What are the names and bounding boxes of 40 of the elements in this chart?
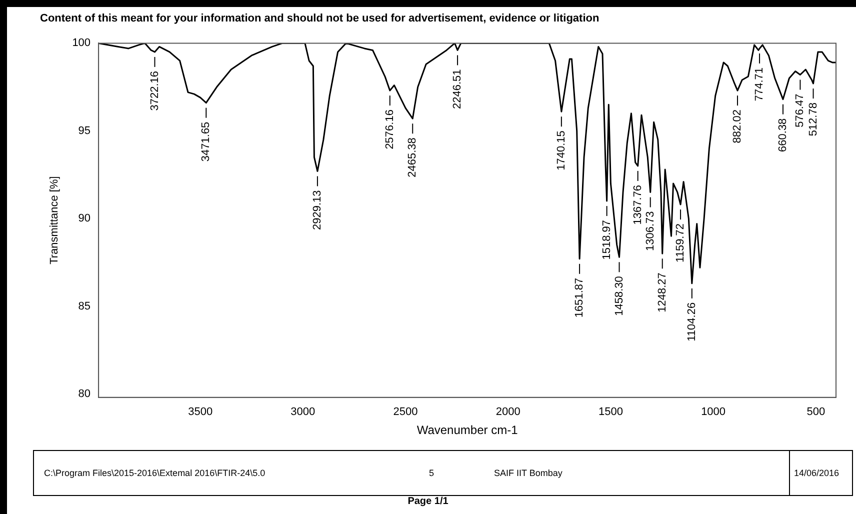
text: SAIF IIT Bombay — [494, 468, 562, 478]
annotation: 1104.26 — [686, 302, 698, 342]
x-tick-label: 2500 — [393, 406, 418, 418]
annotation: 1518.97 — [600, 220, 613, 260]
annotation: 3722.16 — [148, 70, 161, 111]
chart-title: Content of this meant for your information and should not be used for advertisement, evidence or litigation — [40, 12, 600, 25]
y-axis-title: Transmittance [%] — [48, 176, 61, 264]
annotation: 1367.76 — [632, 184, 644, 225]
annotation: 512.78 — [807, 102, 820, 136]
text: Page 1/1 — [406, 496, 450, 507]
text: 14/06/2016 — [794, 468, 840, 478]
y-tick-label: 90 — [78, 212, 91, 225]
text: 5 — [429, 468, 434, 478]
annotation: 882.02 — [732, 110, 744, 144]
text: C:\Program Files\2015-2016\Extemal 2016\FTIR-24\5.0 — [44, 468, 266, 478]
annotation: 1159.72 — [674, 224, 687, 262]
annotation: 2576.16 — [384, 110, 396, 150]
x-tick-label: 3000 — [290, 406, 316, 418]
x-tick-label: 2000 — [496, 406, 520, 418]
y-tick-label: 85 — [78, 300, 91, 312]
x-tick-label: 1500 — [598, 406, 623, 418]
annotation: 576.47 — [794, 94, 806, 128]
x-tick-label: 1000 — [701, 406, 726, 418]
annotation: 774.71 — [754, 67, 766, 102]
annotation: 1306.73 — [644, 211, 656, 252]
annotation: 2929.13 — [311, 190, 324, 230]
annotation: 3471.65 — [200, 122, 212, 162]
x-axis-title: Wavenumber cm-1 — [416, 423, 518, 438]
annotation: 2465.38 — [406, 138, 419, 178]
annotation: 660.38 — [777, 118, 790, 152]
y-tick-label: 95 — [78, 124, 91, 137]
y-tick-label: 100 — [72, 37, 91, 50]
y-tick-label: 80 — [78, 388, 91, 400]
annotation: 1248.27 — [656, 272, 668, 312]
annotation: 1458.30 — [613, 276, 626, 316]
x-tick-label: 500 — [806, 406, 826, 418]
annotation: 2246.51 — [452, 69, 464, 109]
annotation: 1740.15 — [555, 130, 568, 170]
x-tick-label: 3500 — [188, 406, 213, 418]
annotation: 1651.87 — [574, 278, 586, 318]
